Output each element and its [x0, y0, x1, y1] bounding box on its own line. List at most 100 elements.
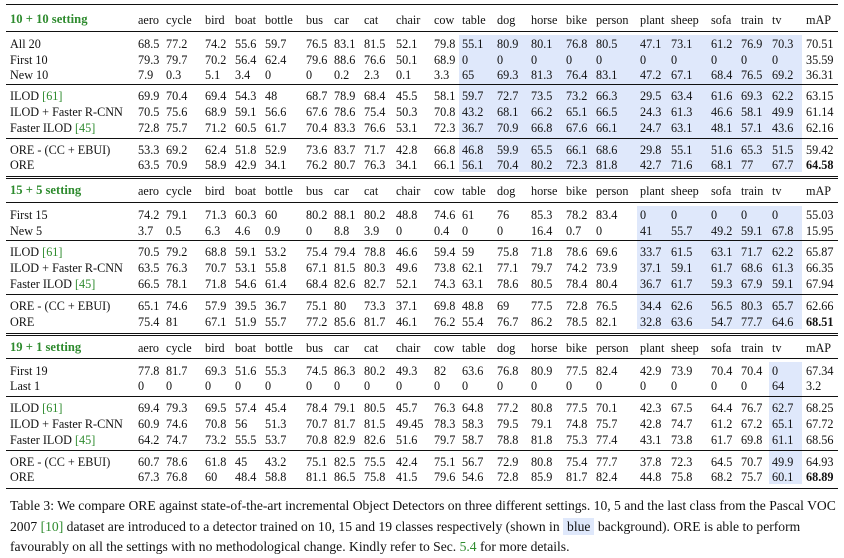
table-cell: 77.7 [741, 315, 763, 329]
table-cell: 71.8 [531, 245, 553, 259]
table-cell: 41.5 [396, 470, 418, 484]
table-cell: 77.2 [166, 37, 188, 51]
column-header-bike: bike [566, 13, 587, 27]
table-cell: 68.1 [711, 158, 733, 172]
table-cell: 76.2 [434, 315, 456, 329]
column-header-bird: bird [205, 341, 225, 355]
table-cell: 56.4 [235, 53, 257, 67]
table-cell: 62.7 [772, 401, 794, 415]
table-cell: 59.42 [806, 143, 834, 157]
citation-link[interactable]: [45] [71, 121, 96, 135]
table-cell: 42.8 [640, 417, 662, 431]
table-cell: 44.8 [640, 470, 662, 484]
column-header-boat: boat [235, 13, 256, 27]
table-cell: 80.8 [531, 401, 553, 415]
caption-text-1: Table 3: We compare ORE against state-of… [10, 498, 836, 534]
table-cell: 46.1 [396, 315, 418, 329]
citation-link[interactable]: [61] [39, 245, 63, 259]
table-cell: 76.9 [741, 37, 763, 51]
table-cell: 73.1 [671, 37, 693, 51]
table-cell: 55.7 [671, 224, 693, 238]
table-cell: 70.8 [306, 433, 328, 447]
table-cell: 0 [566, 379, 573, 393]
table-cell: 43.2 [265, 455, 287, 469]
table-cell: 46.6 [711, 105, 733, 119]
table-cell: 51.5 [772, 143, 794, 157]
table-cell: 76.5 [741, 68, 763, 82]
table-top-rule [6, 4, 838, 5]
table-cell: 76.5 [596, 299, 618, 313]
table-cell: 45.4 [265, 401, 287, 415]
column-header-table: table [462, 184, 486, 198]
section-title: 19 + 1 setting [10, 340, 82, 354]
row-label: Faster ILOD [45] [10, 277, 96, 291]
table-cell: 66.5 [596, 105, 618, 119]
table-cell: 49.45 [396, 417, 424, 431]
table-cell: 69.9 [138, 89, 160, 103]
table-cell: 0 [497, 379, 504, 393]
column-header-tv: tv [772, 341, 782, 355]
table-cell: 68.2 [711, 470, 733, 484]
table-cell: 75.8 [671, 470, 693, 484]
table-cell: 75.5 [364, 455, 386, 469]
table-cell: 67.6 [566, 121, 588, 135]
table-cell: 65.7 [772, 299, 794, 313]
table-cell: 67.3 [138, 470, 160, 484]
table-cell: 68.8 [205, 245, 227, 259]
table-cell: 75.7 [741, 470, 763, 484]
row-label: ORE - (CC + EBUI) [10, 143, 111, 157]
citation-link[interactable]: [61] [39, 401, 63, 415]
table-cell: 81.8 [531, 433, 553, 447]
table-cell: 67.9 [741, 277, 763, 291]
table-cell: 76.8 [497, 364, 519, 378]
table-cell: 63.5 [138, 261, 160, 275]
table-cell: 65 [462, 68, 475, 82]
section-header-rule [6, 202, 838, 203]
table-cell: 83.7 [334, 143, 356, 157]
citation-link[interactable]: [61] [39, 89, 63, 103]
table-cell: 75.3 [566, 433, 588, 447]
table-cell: 74.7 [671, 417, 693, 431]
table-cell: 65.3 [741, 143, 763, 157]
table-cell: 70.8 [434, 105, 456, 119]
table-cell: 55.8 [265, 261, 287, 275]
caption-blue-word: blue [563, 517, 595, 535]
table-cell: 72.8 [138, 121, 160, 135]
table-cell: 51.9 [235, 315, 257, 329]
table-cell: 47.2 [640, 68, 662, 82]
table-cell: 50.3 [396, 105, 418, 119]
table-cell: 66.5 [138, 277, 160, 291]
table-cell: 54.6 [462, 470, 484, 484]
table-cell: 0 [265, 379, 272, 393]
table-cell: 59.9 [497, 143, 519, 157]
table-cell: 52.1 [396, 37, 418, 51]
table-cell: 78.6 [566, 245, 588, 259]
table-cell: 80.2 [364, 208, 386, 222]
table-cell: 45.7 [396, 401, 418, 415]
table-cell: 73.3 [364, 299, 386, 313]
table-cell: 83.4 [596, 208, 618, 222]
row-label: ORE - (CC + EBUI) [10, 455, 111, 469]
table-cell: 77.7 [596, 455, 618, 469]
caption-citation-voc[interactable]: [10] [40, 518, 64, 534]
caption-section-ref[interactable]: 5.4 [459, 539, 477, 554]
table-cell: 54.7 [711, 315, 733, 329]
table-cell: 70.51 [806, 37, 834, 51]
table-cell: 66.1 [596, 121, 618, 135]
column-header-bike: bike [566, 184, 587, 198]
citation-link[interactable]: [45] [71, 433, 96, 447]
section-title: 15 + 5 setting [10, 183, 82, 197]
column-header-sheep: sheep [671, 13, 699, 27]
table-cell: 49.6 [396, 261, 418, 275]
column-header-car: car [334, 341, 349, 355]
table-cell: 75.1 [434, 455, 456, 469]
table-cell: 72.7 [497, 89, 519, 103]
table-cell: 79.3 [166, 401, 188, 415]
table-cell: 55.5 [235, 433, 257, 447]
table-cell: 76.6 [364, 53, 386, 67]
citation-link[interactable]: [45] [71, 277, 96, 291]
column-header-sofa: sofa [711, 13, 732, 27]
table-cell: 72.3 [566, 158, 588, 172]
table-cell: 67.72 [806, 417, 834, 431]
table-cell: 72.9 [497, 455, 519, 469]
